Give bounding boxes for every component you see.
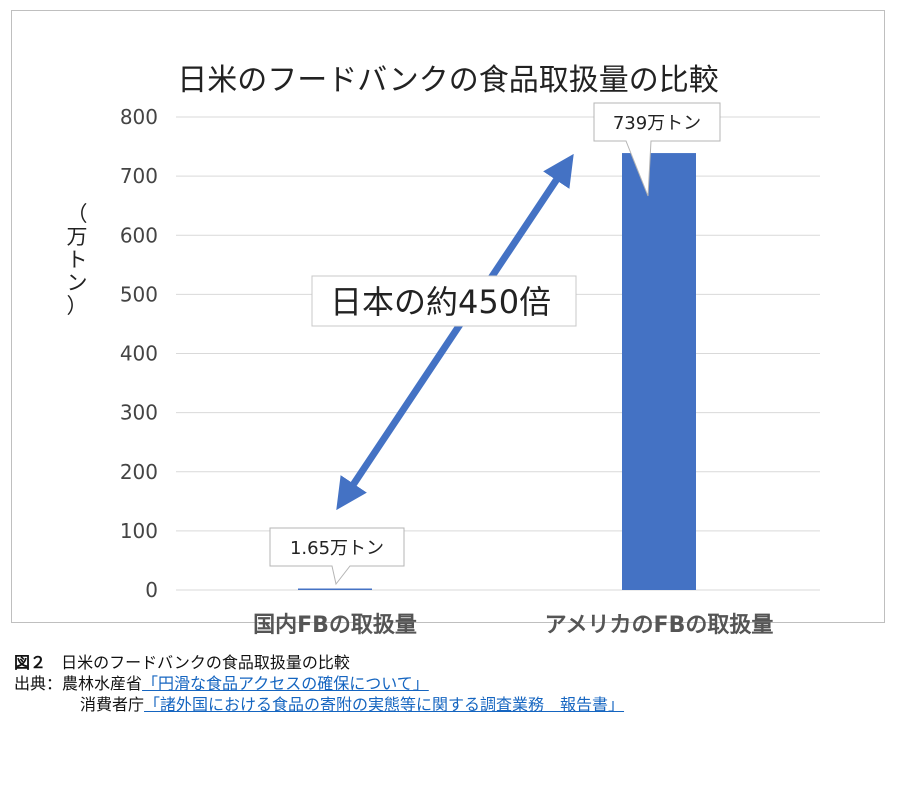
- x-category-label: アメリカのFBの取扱量: [545, 613, 774, 638]
- bar: [298, 588, 372, 590]
- y-tick-label: 700: [120, 164, 158, 188]
- bar: [622, 153, 696, 590]
- y-tick-label: 100: [120, 519, 158, 543]
- chart-title: 日米のフードバンクの食品取扱量の比較: [177, 63, 719, 98]
- y-tick-label: 300: [120, 401, 158, 425]
- annotation-text: 日本の約450倍: [330, 283, 551, 321]
- source2-link[interactable]: 「諸外国における食品の寄附の実態等に関する調査業務 報告書」: [144, 695, 625, 714]
- y-tick-label: 0: [145, 578, 158, 602]
- y-tick-label: 500: [120, 282, 158, 306]
- figure-caption: 図２ 日米のフードバンクの食品取扱量の比較 出典：農林水産省「円滑な食品アクセス…: [14, 652, 624, 715]
- y-tick-label: 600: [120, 223, 158, 247]
- y-tick-label: 200: [120, 460, 158, 484]
- chart-plot: 0 100 200 300 400 500 600 700 800 国内FBの取扱量 アメリカのF…: [120, 102, 820, 638]
- source2-org: 消費者庁: [80, 695, 145, 714]
- data-label: 1.65万トン: [290, 538, 384, 559]
- y-tick-label: 400: [120, 342, 158, 366]
- double-arrow: [336, 153, 574, 511]
- source1-link[interactable]: 「円滑な食品アクセスの確保について」: [142, 674, 429, 693]
- data-label-callout: [269, 527, 405, 586]
- data-label-callout: [593, 102, 721, 197]
- x-category-label: 国内FBの取扱量: [253, 613, 417, 638]
- figure-label: 図２: [14, 653, 47, 672]
- y-axis-label: （万トン）: [66, 202, 88, 318]
- annotation-box: [311, 275, 577, 327]
- y-tick-label: 800: [120, 105, 158, 129]
- data-label: 739万トン: [613, 113, 701, 134]
- source1-org: 農林水産省: [62, 674, 143, 693]
- source-label: 出典：: [14, 674, 63, 693]
- figure-title: 日米のフードバンクの食品取扱量の比較: [61, 653, 350, 672]
